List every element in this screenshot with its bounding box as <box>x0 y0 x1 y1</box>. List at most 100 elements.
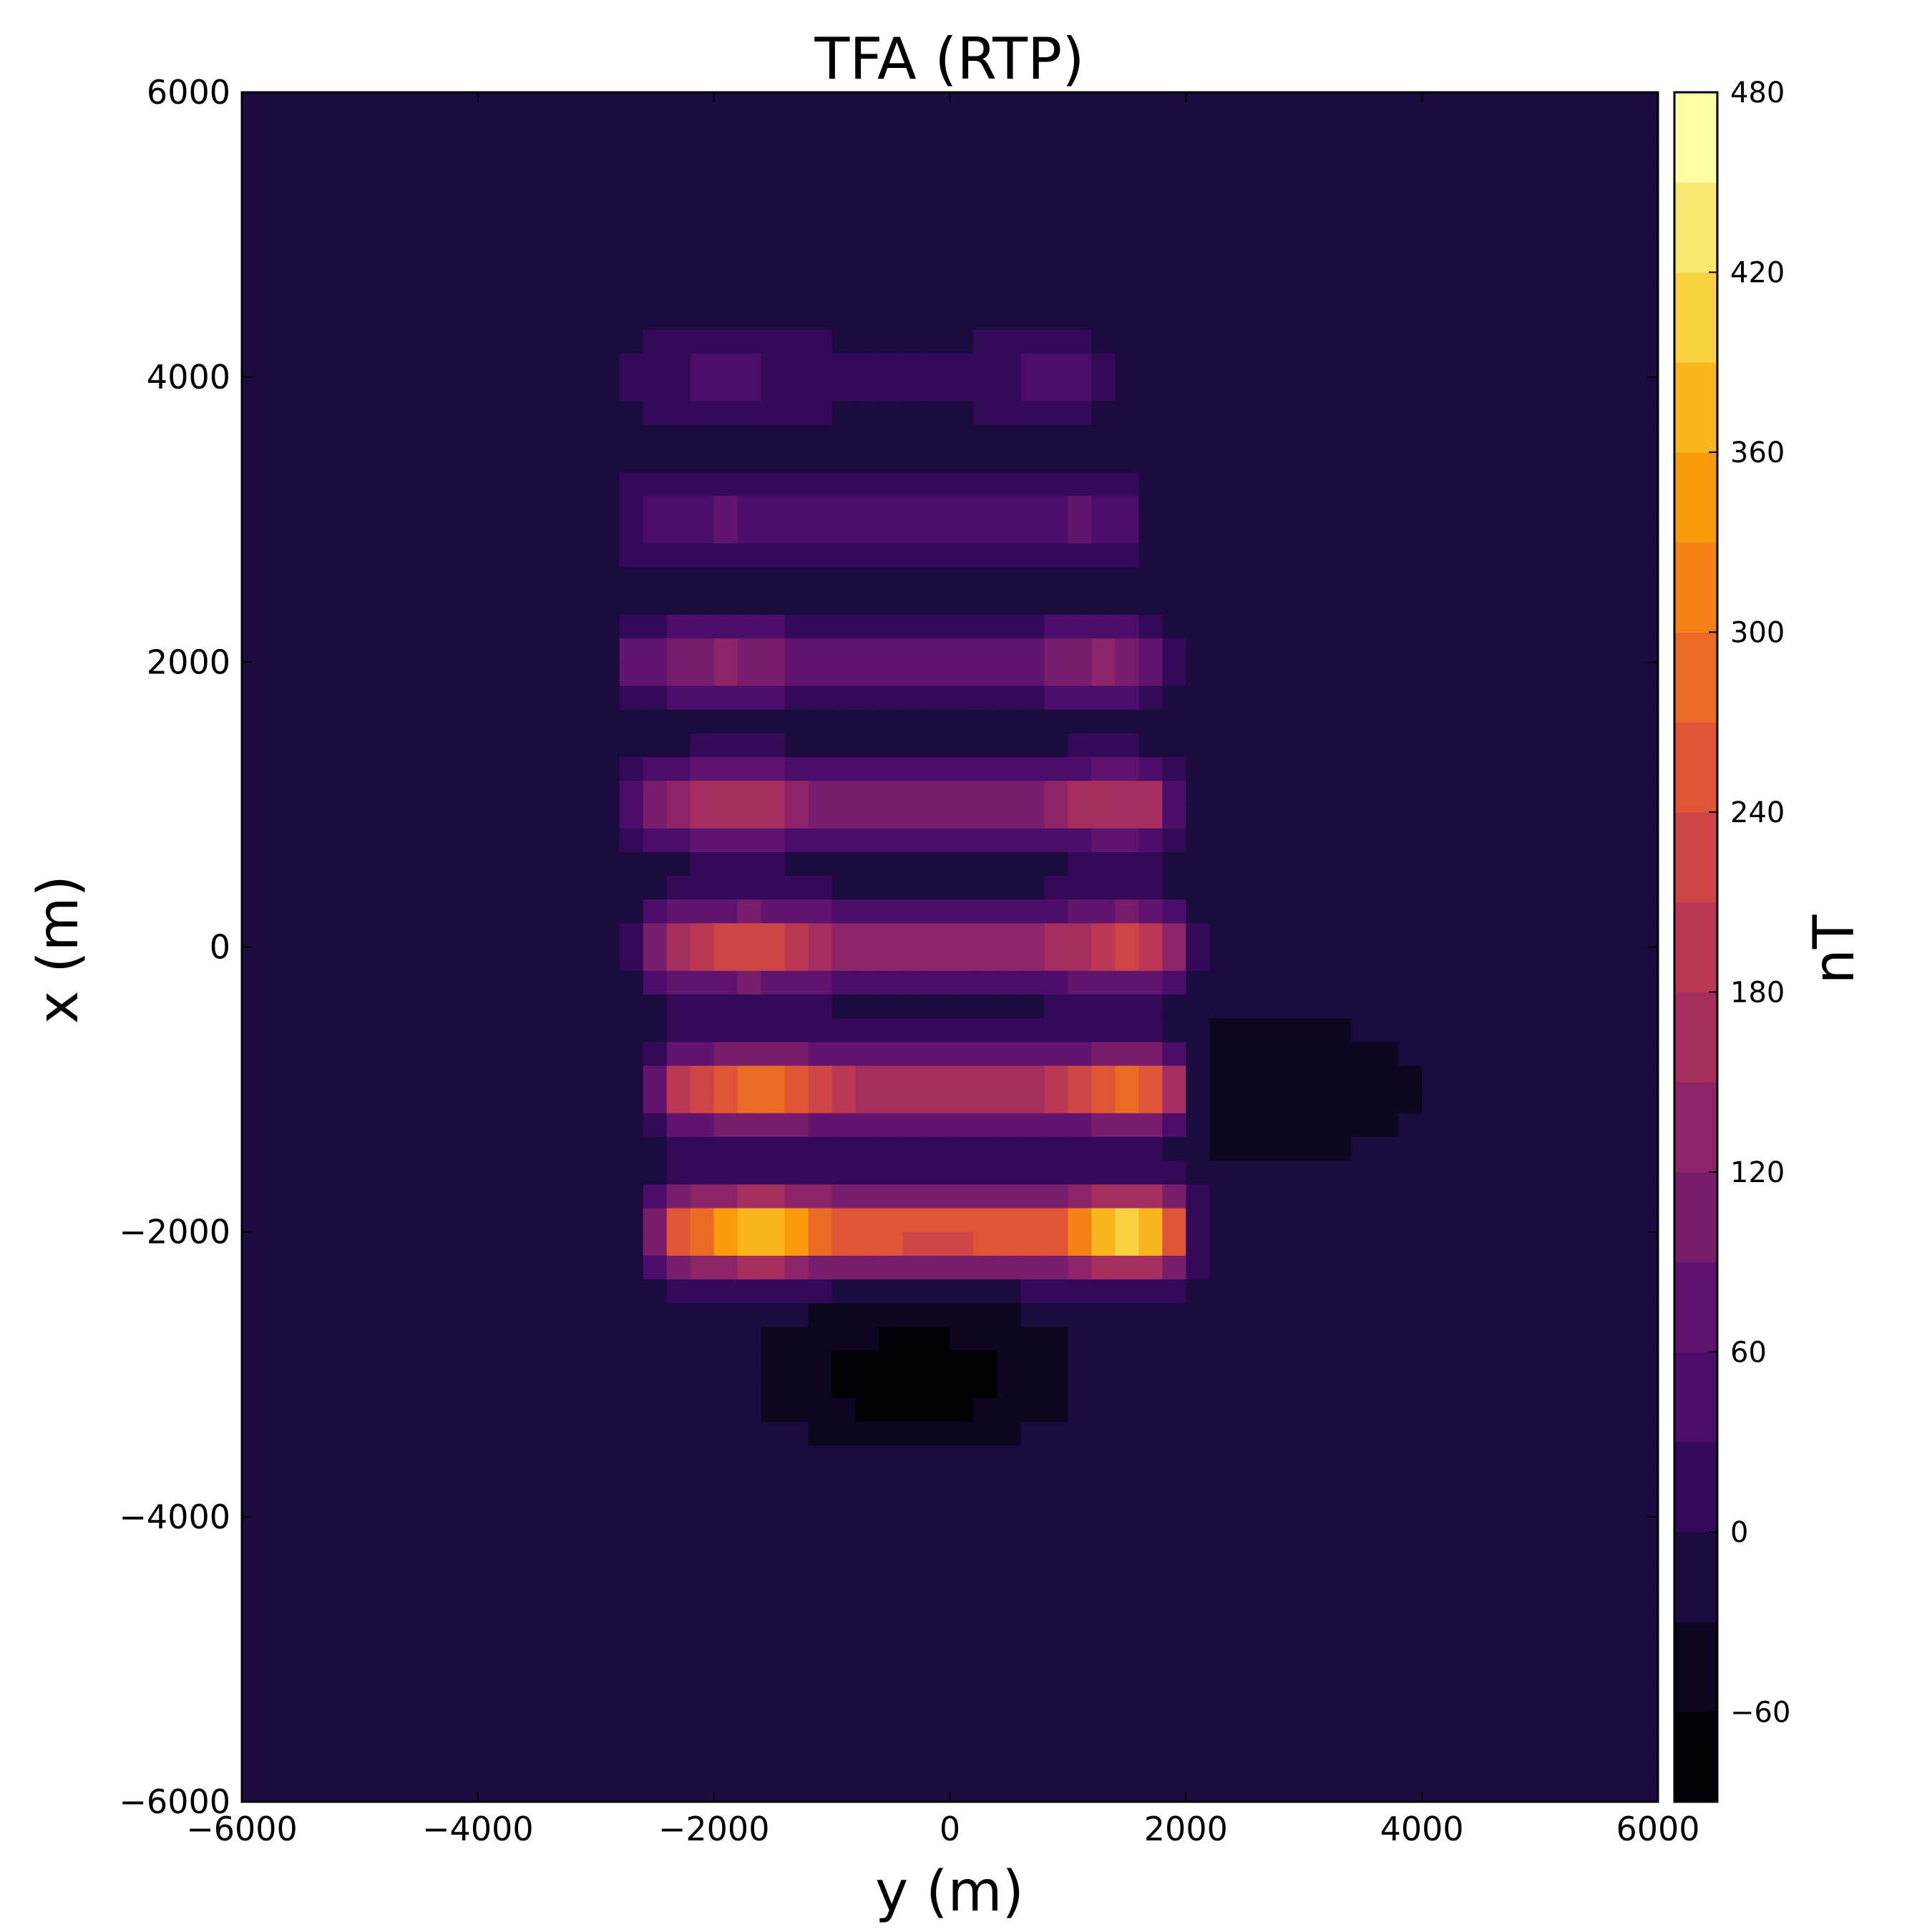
heatmap-cell <box>1186 1707 1211 1732</box>
heatmap-cell <box>1280 258 1305 283</box>
heatmap-cell <box>1634 1777 1658 1802</box>
heatmap-cell <box>784 472 809 497</box>
heatmap-cell <box>1422 1018 1446 1043</box>
heatmap-cell <box>855 614 880 639</box>
heatmap-cell <box>855 1777 880 1802</box>
heatmap-cell <box>1351 1541 1375 1565</box>
heatmap-cell <box>1162 1588 1187 1613</box>
heatmap-cell <box>761 1065 786 1091</box>
heatmap-cell <box>312 1777 337 1802</box>
heatmap-cell <box>1422 210 1446 235</box>
heatmap-cell <box>1516 994 1541 1019</box>
heatmap-cell <box>336 1350 361 1375</box>
heatmap-cell <box>1162 282 1187 307</box>
heatmap-cell <box>1091 757 1116 782</box>
heatmap-cell <box>619 1042 644 1067</box>
heatmap-cell <box>454 140 479 165</box>
heatmap-cell <box>336 1136 361 1161</box>
heatmap-cell <box>1044 1089 1069 1114</box>
heatmap-cell <box>879 947 904 972</box>
heatmap-cell <box>288 235 313 260</box>
heatmap-cell <box>595 1564 620 1589</box>
heatmap-cell <box>1611 947 1635 972</box>
heatmap-cell <box>265 1374 290 1399</box>
heatmap-cell <box>879 1303 904 1328</box>
heatmap-cell <box>973 1303 998 1328</box>
heatmap-cell <box>690 282 715 307</box>
heatmap-cell <box>808 899 833 924</box>
heatmap-cell <box>1327 1469 1352 1494</box>
heatmap-cell <box>1257 1707 1282 1732</box>
heatmap-cell <box>1257 496 1282 521</box>
heatmap-cell <box>1091 1683 1116 1708</box>
heatmap-cell <box>1563 590 1588 615</box>
heatmap-cell <box>1233 1754 1258 1779</box>
heatmap-cell <box>1422 1754 1446 1779</box>
heatmap-cell <box>312 210 337 235</box>
heatmap-cell <box>643 662 668 687</box>
colorbar-band <box>1674 362 1717 453</box>
heatmap-cell <box>1068 1730 1093 1755</box>
heatmap-cell <box>1115 1065 1140 1091</box>
heatmap-cell <box>1257 1469 1282 1494</box>
heatmap-cell <box>643 1493 668 1518</box>
heatmap-cell <box>1469 875 1493 900</box>
heatmap-cell <box>477 875 502 900</box>
heatmap-cell <box>1375 258 1399 283</box>
heatmap-cell <box>288 210 313 235</box>
heatmap-cell <box>1516 282 1541 307</box>
heatmap-cell <box>383 804 408 829</box>
heatmap-cell <box>477 1730 502 1755</box>
heatmap-cell <box>1068 947 1093 972</box>
heatmap-cell <box>997 282 1022 307</box>
heatmap-cell <box>737 282 762 307</box>
heatmap-cell <box>1068 1635 1093 1660</box>
heatmap-cell <box>288 567 313 592</box>
heatmap-cell <box>1563 828 1588 853</box>
heatmap-cell <box>477 1113 502 1138</box>
heatmap-cell <box>430 1541 455 1565</box>
heatmap-cell <box>454 757 479 782</box>
heatmap-cell <box>406 1136 431 1161</box>
heatmap-cell <box>997 1018 1022 1043</box>
heatmap-cell <box>1233 1042 1258 1067</box>
heatmap-cell <box>1493 1136 1517 1161</box>
heatmap-cell <box>1469 1635 1493 1660</box>
heatmap-cell <box>572 1231 597 1257</box>
heatmap-cell <box>477 899 502 924</box>
heatmap-cell <box>831 899 857 924</box>
heatmap-cell <box>1351 543 1375 568</box>
heatmap-cell <box>997 519 1022 545</box>
heatmap-cell <box>1422 1516 1446 1541</box>
heatmap-cell <box>1469 638 1493 663</box>
heatmap-cell <box>1044 1136 1069 1161</box>
heatmap-cell <box>548 1683 573 1708</box>
heatmap-cell <box>1611 1255 1635 1280</box>
heatmap-cell <box>1351 828 1375 853</box>
heatmap-cell <box>1563 1303 1588 1328</box>
heatmap-cell <box>666 353 691 378</box>
heatmap-cell <box>525 662 550 687</box>
heatmap-cell <box>1422 1374 1446 1399</box>
heatmap-cell <box>855 781 880 806</box>
heatmap-cell <box>406 1611 431 1636</box>
heatmap-cell <box>1469 590 1493 615</box>
heatmap-cell <box>1327 1588 1352 1613</box>
heatmap-cell <box>430 1422 455 1447</box>
heatmap-cell <box>242 1730 266 1755</box>
heatmap-cell <box>525 424 550 449</box>
heatmap-cell <box>1068 377 1093 402</box>
heatmap-cell <box>595 1279 620 1304</box>
heatmap-cell <box>761 424 786 449</box>
heatmap-cell <box>1398 1635 1423 1660</box>
heatmap-cell <box>336 377 361 402</box>
heatmap-cell <box>1257 1350 1282 1375</box>
heatmap-cell <box>265 1777 290 1802</box>
heatmap-cell <box>619 875 644 900</box>
heatmap-cell <box>383 1231 408 1257</box>
heatmap-cell <box>1233 1611 1258 1636</box>
heatmap-cell <box>1587 781 1611 806</box>
heatmap-cell <box>1020 1018 1045 1043</box>
heatmap-cell <box>1327 1208 1352 1233</box>
heatmap-cell <box>359 92 384 117</box>
